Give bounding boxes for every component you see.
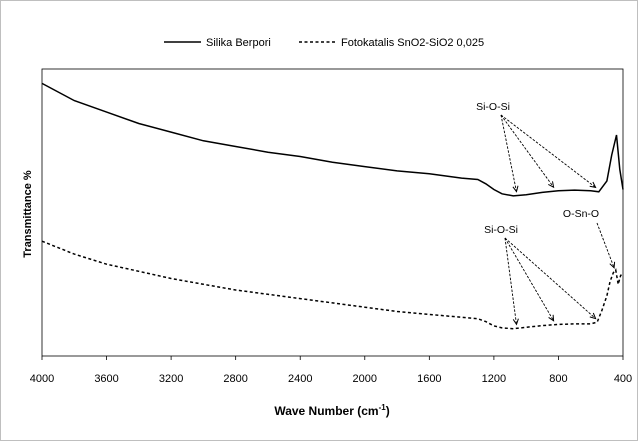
annotation-arrow-1-1: [500, 114, 517, 192]
annotation-label-2: Si-O-Si: [484, 224, 518, 236]
x-tick-label-400: 400: [614, 373, 632, 385]
annotation-arrow-1-3: [500, 114, 596, 188]
x-tick-label-2000: 2000: [353, 373, 377, 385]
annotation-arrow-2-1: [504, 237, 517, 325]
annotation-arrow-1-2: [500, 114, 554, 188]
series-line-fotokatalis: [41, 240, 624, 330]
x-tick-label-1600: 1600: [417, 373, 441, 385]
annotation-arrowhead-2-3: [589, 312, 597, 320]
x-tick-label-4000: 4000: [30, 373, 54, 385]
annotations: Si-O-Si Si-O-Si O-Sn-O: [476, 101, 616, 326]
plot-area: [41, 68, 624, 357]
x-axis-label-main: Wave Number (cm: [274, 404, 378, 418]
annotation-arrowhead-2-2: [548, 314, 555, 322]
annotation-arrow-3-1: [596, 222, 615, 268]
annotation-arrowhead-1-2: [548, 181, 555, 189]
x-tick-label-800: 800: [549, 373, 567, 385]
x-axis-ticks: 4000 3600 3200 2800 2400 2000 1600 1200 800 400: [30, 356, 632, 385]
annotation-arrowhead-3-1: [609, 261, 616, 269]
legend-label-silika-berpori: Silika Berpori: [206, 37, 271, 49]
x-tick-label-2800: 2800: [223, 373, 247, 385]
x-tick-label-2400: 2400: [288, 373, 312, 385]
x-axis-label-end: ): [386, 404, 390, 418]
annotation-label-3: O-Sn-O: [563, 208, 599, 220]
series-layer: [41, 82, 624, 330]
legend-label-fotokatalis: Fotokatalis SnO2-SiO2 0,025: [341, 37, 484, 49]
annotation-label-1: Si-O-Si: [476, 101, 510, 113]
x-tick-label-3200: 3200: [159, 373, 183, 385]
annotation-arrowhead-1-3: [589, 181, 597, 189]
x-axis-label-sup: -1: [379, 403, 387, 412]
annotation-arrow-2-3: [504, 237, 596, 319]
series-line-silika-berpori: [41, 82, 624, 197]
annotation-arrowhead-2-1: [512, 318, 519, 326]
x-tick-label-1200: 1200: [482, 373, 506, 385]
x-axis-label: Wave Number (cm-1): [274, 403, 389, 418]
annotation-arrow-2-2: [504, 237, 554, 322]
y-axis-label: Transmittance %: [22, 170, 34, 258]
legend: Silika Berpori Fotokatalis SnO2-SiO2 0,0…: [164, 37, 484, 49]
annotation-arrowhead-1-1: [512, 185, 519, 193]
x-tick-label-3600: 3600: [94, 373, 118, 385]
